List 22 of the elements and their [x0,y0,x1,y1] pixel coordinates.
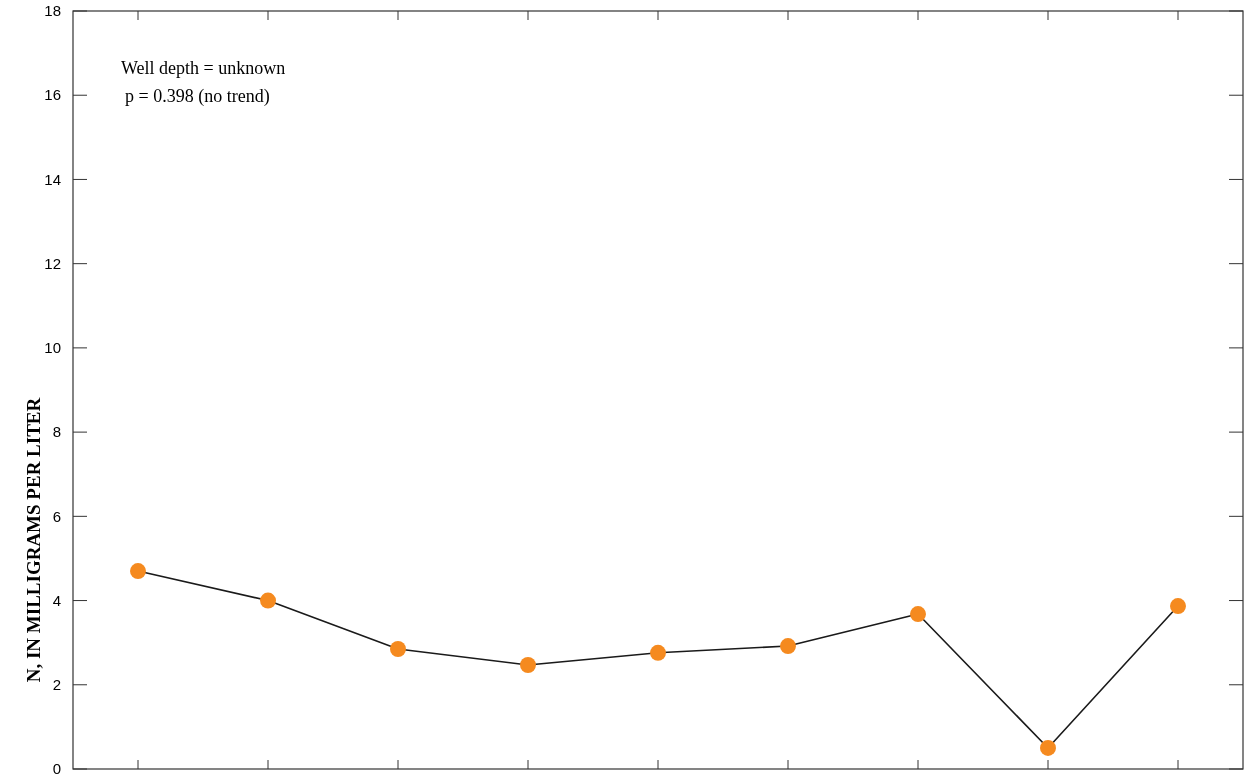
annotation: p = 0.398 (no trend) [125,86,270,107]
y-tick-label: 4 [52,591,61,609]
point [1170,598,1186,614]
point [650,644,666,661]
point [520,657,536,673]
point [1040,739,1056,756]
y-tick-label: 2 [52,676,61,694]
point [390,641,406,657]
y-tick-label: 12 [44,254,61,272]
y-tick-label: 8 [52,423,61,441]
point [910,606,926,622]
y-tick-label: 14 [44,170,61,188]
point [130,563,146,580]
y-tick-label: 16 [44,86,61,104]
point [260,592,276,609]
annotation: Well depth = unknown [121,58,286,78]
y-tick-label: 0 [52,760,61,776]
y-tick-label: 6 [52,507,61,525]
y-axis-title: N, IN MILLIGRAMS PER LITER [23,397,44,683]
y-tick-label: 18 [44,2,61,20]
point [780,638,796,654]
y-tick-label: 10 [44,339,61,357]
